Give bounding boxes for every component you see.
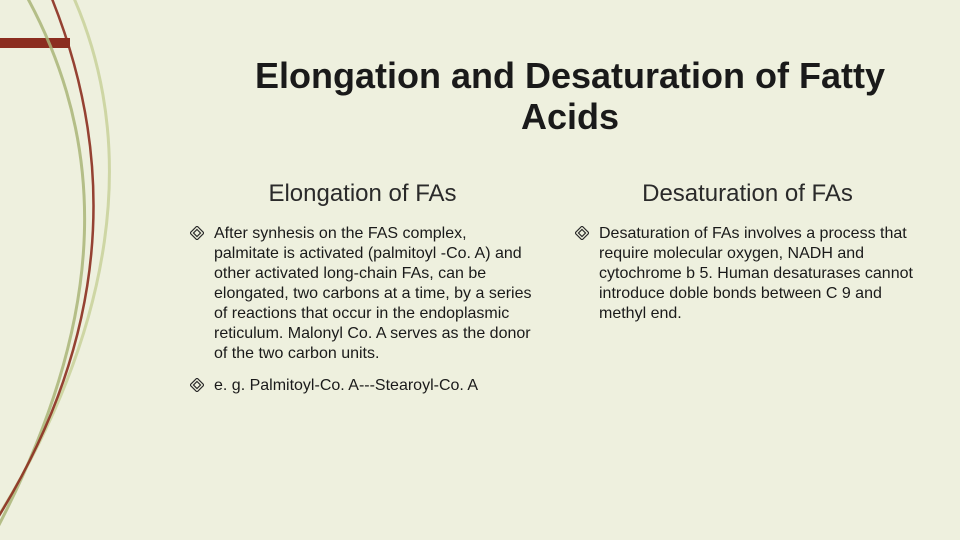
slide-decoration xyxy=(0,0,180,540)
diamond-inset-icon xyxy=(575,226,589,240)
bullet-item: e. g. Palmitoyl-Co. A---Stearoyl-Co. A xyxy=(190,376,535,396)
bullet-item: After synhesis on the FAS complex, palmi… xyxy=(190,224,535,364)
left-column: Elongation of FAs After synhesis on the … xyxy=(190,180,535,408)
right-column: Desaturation of FAs Desaturation of FAs … xyxy=(575,180,920,408)
bullet-item: Desaturation of FAs involves a process t… xyxy=(575,224,920,324)
content-columns: Elongation of FAs After synhesis on the … xyxy=(190,180,920,408)
bullet-text: e. g. Palmitoyl-Co. A---Stearoyl-Co. A xyxy=(214,376,478,396)
slide-title: Elongation and Desaturation of Fatty Aci… xyxy=(230,55,910,138)
bullet-text: After synhesis on the FAS complex, palmi… xyxy=(214,224,535,364)
left-column-heading: Elongation of FAs xyxy=(190,180,535,208)
diamond-inset-icon xyxy=(190,378,204,392)
right-column-heading: Desaturation of FAs xyxy=(575,180,920,208)
diamond-inset-icon xyxy=(190,226,204,240)
bullet-text: Desaturation of FAs involves a process t… xyxy=(599,224,920,324)
